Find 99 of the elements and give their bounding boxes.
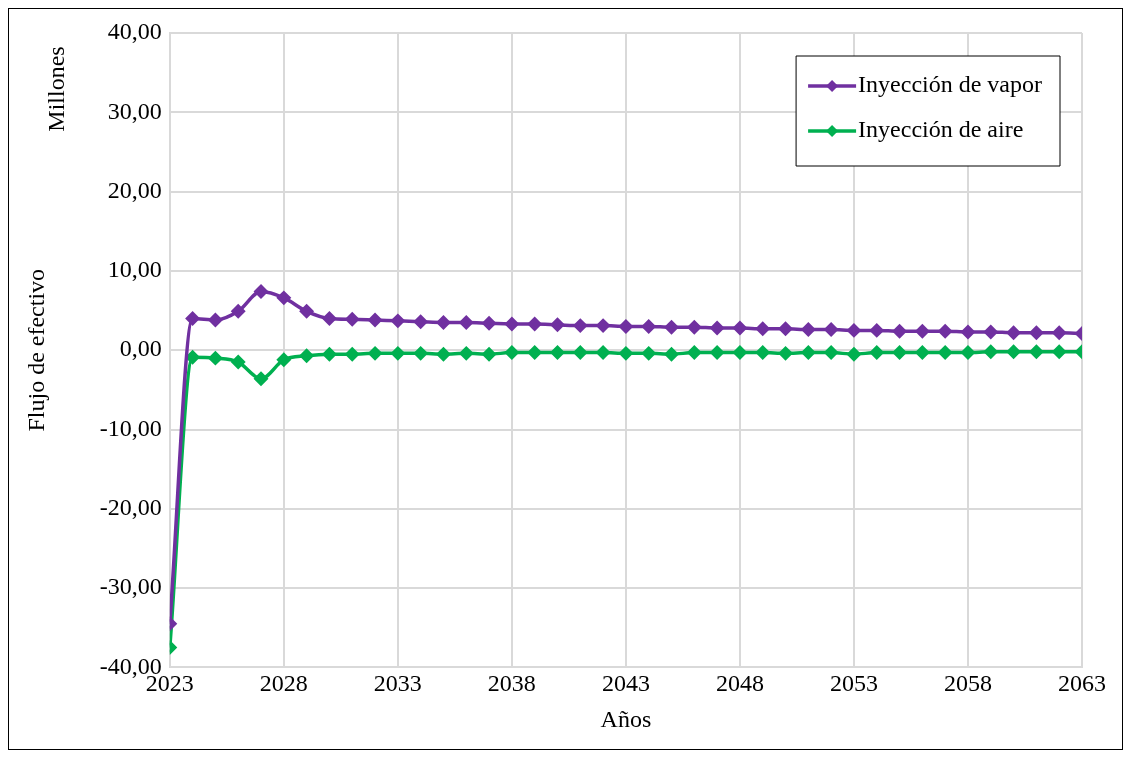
point (436, 315, 451, 330)
point (231, 355, 245, 369)
point (505, 345, 519, 360)
point (619, 319, 633, 334)
point (1029, 345, 1044, 359)
point (322, 311, 337, 326)
point (413, 314, 428, 329)
point (755, 345, 770, 360)
point (322, 347, 337, 361)
point (824, 322, 838, 337)
point (619, 346, 633, 361)
point (368, 346, 382, 361)
point (778, 346, 793, 361)
y-tick-label: -10,00 (99, 414, 162, 441)
point (1006, 345, 1021, 359)
y-tick-label: 10,00 (107, 256, 162, 283)
point (1052, 326, 1066, 340)
x-tick-label: 2033 (373, 670, 422, 697)
point (1029, 326, 1044, 340)
point (938, 324, 952, 338)
point (185, 311, 200, 326)
point (755, 322, 770, 336)
point (915, 324, 930, 338)
point (892, 345, 907, 360)
point (710, 321, 724, 335)
point (710, 345, 724, 360)
point (482, 316, 496, 330)
point (277, 352, 291, 367)
x-tick-label: 2058 (943, 670, 992, 697)
x-tick-label: 2043 (601, 670, 650, 697)
point (664, 320, 679, 334)
point (254, 284, 268, 299)
point (345, 312, 359, 327)
point (391, 314, 405, 328)
x-tick-label: 2028 (259, 670, 308, 697)
point (984, 325, 998, 339)
point (482, 347, 496, 361)
point (505, 317, 519, 331)
point (984, 345, 998, 359)
point (254, 372, 268, 386)
x-tick-label: 2048 (715, 670, 764, 697)
y-tick-label: 0,00 (119, 335, 162, 362)
point (892, 324, 907, 338)
x-tick-label: 2063 (1058, 670, 1106, 697)
point (550, 318, 565, 332)
point (391, 346, 405, 361)
point (368, 313, 382, 327)
y-tick-label: -20,00 (99, 494, 162, 521)
x-tick-label: 2038 (487, 670, 536, 697)
point (596, 345, 610, 360)
point (185, 350, 200, 365)
point (550, 345, 565, 360)
point (961, 325, 975, 339)
point (277, 291, 291, 305)
text: Millones (43, 46, 70, 132)
y-tick-label: 30,00 (107, 97, 162, 124)
point (231, 304, 245, 319)
point (687, 320, 702, 334)
y-tick-label: 20,00 (107, 176, 162, 203)
point (596, 318, 610, 333)
point (641, 319, 656, 334)
legend-label: Inyección de vapor (858, 71, 1043, 98)
point (527, 317, 542, 331)
x-tick-label: 2053 (829, 670, 878, 697)
point (1052, 345, 1066, 359)
point (573, 318, 588, 333)
point (459, 315, 474, 330)
point (733, 345, 747, 360)
legend-label: Inyección de aire (858, 116, 1024, 143)
point (687, 345, 702, 360)
point (436, 347, 451, 361)
point (413, 346, 428, 361)
point (208, 313, 223, 327)
point (961, 345, 975, 360)
point (824, 345, 838, 360)
point (801, 322, 816, 337)
point (870, 323, 884, 338)
x-axis-title: Años (600, 705, 652, 732)
y-tick-label: -30,00 (99, 573, 162, 600)
y-axis-title: Flujo de efectivo (22, 268, 49, 432)
point (847, 323, 861, 338)
point (345, 347, 359, 361)
point (870, 345, 884, 360)
point (208, 351, 223, 365)
point (938, 345, 952, 360)
point (641, 346, 656, 361)
point (664, 347, 679, 361)
point (527, 345, 542, 360)
point (778, 322, 793, 336)
point (573, 345, 588, 360)
y-tick-label: 40,00 (107, 18, 162, 45)
point (847, 347, 861, 361)
point (299, 349, 314, 363)
point (915, 345, 930, 360)
point (459, 346, 474, 361)
point (299, 304, 314, 319)
point (733, 321, 747, 335)
point (801, 345, 816, 360)
point (1006, 326, 1021, 340)
